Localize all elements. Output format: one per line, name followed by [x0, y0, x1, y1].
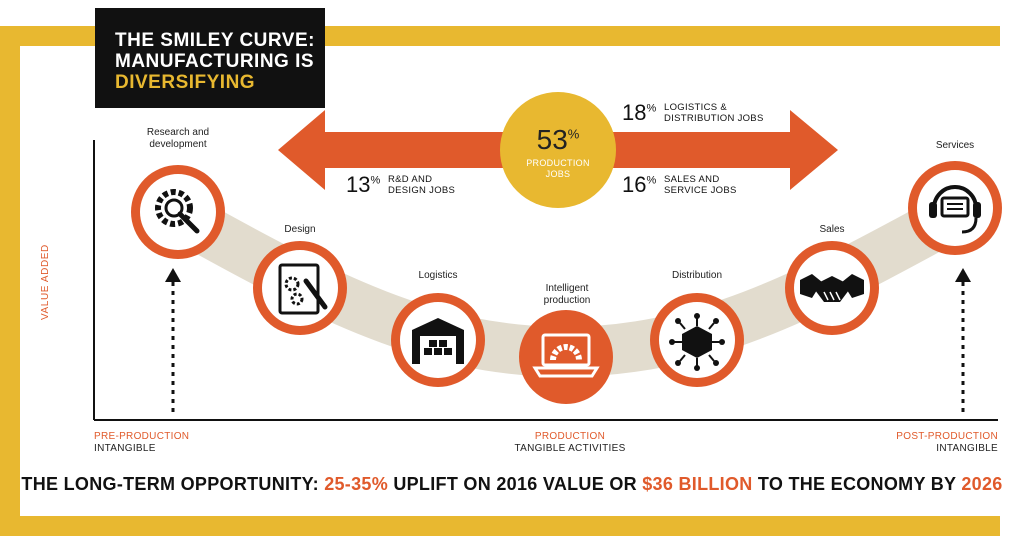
post-production-label: POST-PRODUCTION INTANGIBLE [896, 431, 998, 454]
pre-production-label: PRE-PRODUCTION INTANGIBLE [94, 431, 190, 454]
headset-icon [929, 185, 981, 234]
distribution-box-icon [669, 313, 725, 371]
production-label: PRODUCTION TANGIBLE ACTIVITIES [514, 431, 626, 454]
stage-label-sales: Sales [819, 224, 845, 235]
stage-label-logistics: Logistics [418, 270, 458, 281]
opportunity-headline: THE LONG-TERM OPPORTUNITY: 25-35% UPLIFT… [21, 474, 1003, 494]
research-gear-icon [155, 189, 200, 234]
laptop-gear-icon [532, 333, 600, 378]
services-stage-circle [908, 161, 1002, 255]
stage-label-distribution: Distribution [671, 270, 723, 281]
sales-jobs-label: SALES AND SERVICE JOBS [664, 174, 737, 196]
production-jobs-value: 53% [536, 124, 580, 155]
rd-jobs-label: R&D AND DESIGN JOBS [388, 174, 456, 196]
stage-label-services: Services [935, 140, 975, 151]
sales-stage-circle [785, 241, 879, 335]
handshake-icon [800, 274, 864, 302]
title-line-2: MANUFACTURING IS [115, 51, 315, 72]
frame-left-bar [0, 26, 20, 536]
production-jobs-circle [500, 92, 616, 208]
distribution-stage-circle [650, 293, 744, 387]
sales-jobs-value: 16% [622, 172, 657, 197]
logistics-jobs-value: 18% [622, 100, 657, 125]
design-stage-circle [253, 241, 347, 335]
stage-label-design: Design [284, 224, 316, 235]
production-jobs-label: PRODUCTION JOBS [526, 158, 590, 179]
intelligent-production-stage-circle [519, 310, 613, 404]
dotted-arrowhead-left [165, 268, 181, 282]
title-line-1: THE SMILEY CURVE: [115, 30, 315, 51]
stage-label-intelligent-production: Intelligent production [543, 283, 591, 306]
title-box: THE SMILEY CURVE: MANUFACTURING IS DIVER… [95, 8, 325, 108]
logistics-jobs-label: LOGISTICS & DISTRIBUTION JOBS [664, 102, 764, 124]
title-line-3: DIVERSIFYING [115, 72, 256, 93]
y-axis-label: VALUE ADDED [40, 244, 51, 320]
research-stage-circle [131, 165, 225, 259]
stage-label-research: Research and development [146, 127, 210, 150]
logistics-stage-circle [391, 293, 485, 387]
design-blueprint-icon [278, 263, 328, 315]
frame-bottom-bar [0, 516, 1000, 536]
rd-jobs-value: 13% [346, 172, 381, 197]
dotted-arrowhead-right [955, 268, 971, 282]
warehouse-icon [412, 318, 464, 364]
